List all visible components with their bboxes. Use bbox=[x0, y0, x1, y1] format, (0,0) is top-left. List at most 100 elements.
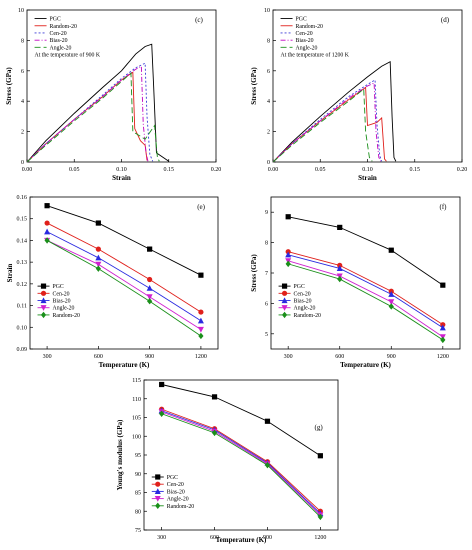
data-point-random-20 bbox=[285, 260, 291, 268]
series-line-cen-20 bbox=[161, 408, 321, 512]
y-tick-label: 0 bbox=[21, 160, 24, 166]
chart-d: 0.00 0.05 0.10 0.15 0.20 0 2 4 6 8 10 Strain Stress … bbox=[250, 8, 467, 182]
y-tick-label: 90 bbox=[135, 472, 141, 478]
series-line-random-20 bbox=[46, 240, 202, 337]
y-tick-label: 105 bbox=[132, 416, 141, 422]
y-tick-label: 0.16 bbox=[17, 195, 28, 201]
y-tick-label: 0.12 bbox=[17, 282, 28, 288]
series-line-angle-20 bbox=[272, 88, 373, 163]
data-point-random-20 bbox=[388, 303, 394, 310]
y-tick-label: 8 bbox=[265, 241, 268, 247]
y-tick-label: 95 bbox=[135, 453, 141, 459]
legend-marker bbox=[281, 297, 288, 304]
series-line-bias-20 bbox=[26, 65, 149, 163]
series-line-angle-20 bbox=[46, 240, 202, 330]
legend-label: Bias-20 bbox=[294, 299, 312, 305]
x-tick-label: 0.15 bbox=[410, 167, 421, 173]
data-point-pgc bbox=[198, 272, 204, 278]
plot-frame bbox=[29, 196, 219, 350]
series-line-pgc bbox=[288, 216, 444, 286]
legend-label: Random-20 bbox=[294, 313, 321, 319]
data-point-pgc bbox=[95, 220, 101, 226]
data-point-pgc bbox=[159, 381, 165, 388]
panel-label: (f) bbox=[439, 203, 447, 211]
data-point-random-20 bbox=[264, 461, 271, 469]
x-tick-label: 900 bbox=[263, 535, 272, 541]
y-axis-label: Strain bbox=[6, 264, 14, 283]
data-point-pgc bbox=[264, 418, 271, 424]
chart-e: 300 600 900 1200 0.09 0.10 0.11 0.12 0.13 0.14 0.1… bbox=[6, 195, 219, 369]
data-point-pgc bbox=[317, 453, 323, 459]
series-line-angle-20 bbox=[26, 72, 160, 163]
data-point-pgc bbox=[44, 203, 50, 209]
x-tick-label: 900 bbox=[387, 354, 396, 360]
x-tick-label: 0.20 bbox=[211, 167, 222, 173]
x-axis-label: Strain bbox=[112, 174, 131, 182]
y-tick-label: 6 bbox=[265, 301, 268, 307]
y-tick-label: 0.10 bbox=[17, 325, 28, 331]
data-point-bias-20 bbox=[388, 291, 395, 297]
legend-label: PGC bbox=[50, 17, 61, 23]
series-line-random-20 bbox=[288, 263, 444, 341]
y-tick-label: 9 bbox=[265, 210, 268, 216]
data-point-angle-20 bbox=[388, 299, 395, 306]
series-line-random-20 bbox=[272, 86, 387, 163]
series-line-cen-20 bbox=[288, 251, 444, 326]
legend-label: Random-20 bbox=[296, 24, 323, 30]
x-tick-label: 300 bbox=[157, 535, 166, 541]
data-point-bias-20 bbox=[44, 228, 51, 235]
chart-f: 300 600 900 1200 5 6 7 8 9 Temperature (K) Stress … bbox=[250, 196, 461, 369]
data-point-random-20 bbox=[337, 275, 343, 283]
legend-marker bbox=[40, 305, 47, 311]
legend-marker bbox=[281, 311, 288, 319]
x-tick-label: 1200 bbox=[195, 354, 207, 360]
data-point-pgc bbox=[147, 246, 153, 252]
legend-label: Bias-20 bbox=[50, 38, 68, 44]
legend-label: PGC bbox=[53, 284, 64, 290]
data-point-cen-20 bbox=[44, 220, 50, 226]
y-tick-label: 4 bbox=[21, 99, 24, 105]
y-axis-label: Stress (GPa) bbox=[250, 254, 258, 292]
legend-label: Angle-20 bbox=[53, 306, 75, 312]
y-tick-label: 6 bbox=[21, 69, 24, 75]
data-point-cen-20 bbox=[198, 309, 204, 315]
legend-label: Random-20 bbox=[50, 24, 77, 30]
legend-label: Angle-20 bbox=[167, 497, 189, 503]
data-point-bias-20 bbox=[336, 265, 343, 272]
data-point-random-20 bbox=[159, 410, 165, 417]
data-point-cen-20 bbox=[147, 276, 153, 283]
data-point-random-20 bbox=[211, 429, 218, 437]
data-point-bias-20 bbox=[146, 285, 153, 291]
y-axis-label: Stress (GPa) bbox=[250, 67, 258, 105]
x-tick-label: 1200 bbox=[437, 354, 449, 360]
data-point-angle-20 bbox=[146, 294, 153, 301]
legend-marker bbox=[155, 502, 161, 509]
legend-marker bbox=[281, 283, 288, 289]
legend-marker bbox=[155, 481, 161, 487]
data-point-random-20 bbox=[147, 298, 153, 305]
y-tick-label: 10 bbox=[18, 8, 24, 14]
y-tick-label: 85 bbox=[135, 491, 141, 497]
series-line-pgc bbox=[161, 384, 321, 457]
data-point-bias-20 bbox=[285, 251, 292, 258]
x-tick-label: 300 bbox=[284, 354, 293, 360]
legend-label: Cen-20 bbox=[50, 31, 67, 37]
data-point-random-20 bbox=[95, 265, 101, 272]
x-tick-label: 0.10 bbox=[116, 167, 127, 173]
x-tick-label: 0.00 bbox=[22, 167, 33, 173]
legend-marker bbox=[40, 283, 47, 289]
y-tick-label: 8 bbox=[267, 38, 270, 44]
y-tick-label: 0.15 bbox=[17, 217, 28, 223]
legend-marker bbox=[281, 290, 288, 296]
y-tick-label: 8 bbox=[21, 38, 24, 44]
y-tick-label: 5 bbox=[265, 332, 268, 338]
x-tick-label: 600 bbox=[335, 354, 344, 360]
y-tick-label: 110 bbox=[132, 397, 141, 403]
data-point-pgc bbox=[388, 247, 394, 253]
series-line-angle-20 bbox=[161, 411, 321, 516]
y-tick-label: 0.11 bbox=[17, 304, 27, 310]
data-point-angle-20 bbox=[95, 261, 102, 268]
x-tick-label: 0.05 bbox=[315, 167, 326, 173]
series-line-bias-20 bbox=[46, 231, 202, 322]
